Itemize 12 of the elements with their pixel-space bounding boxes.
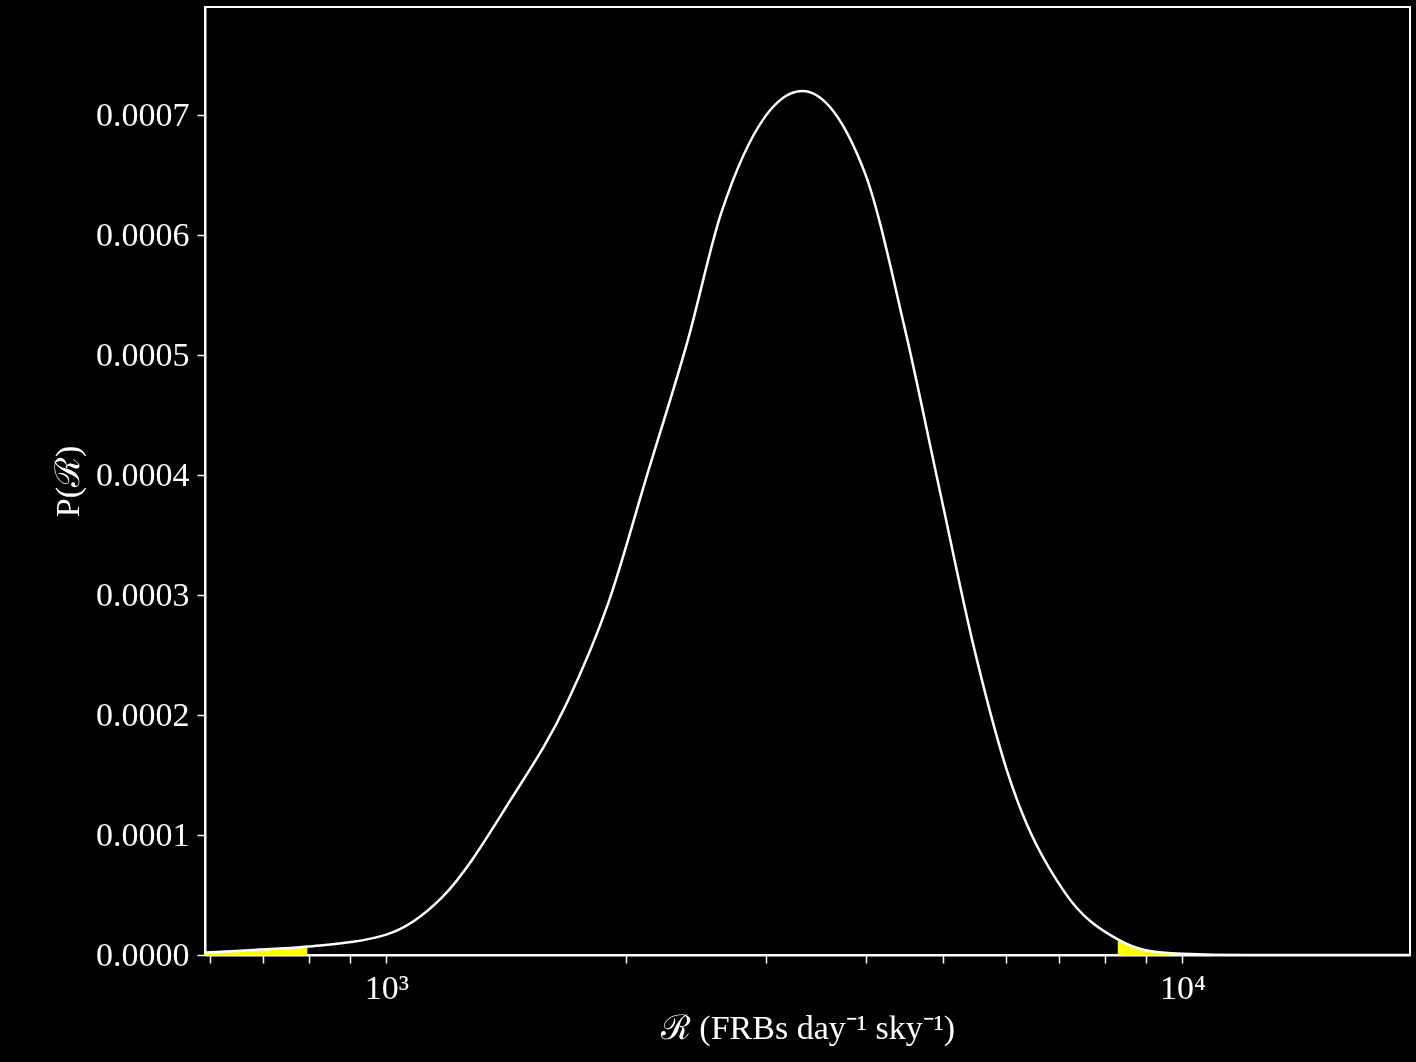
y-tick-label: 0.0002 (96, 695, 190, 733)
y-tick-label: 0.0001 (96, 815, 190, 853)
y-tick-label: 0.0004 (96, 455, 190, 493)
y-axis-title: P(ℛ) (49, 445, 87, 518)
y-tick-label: 0.0003 (96, 575, 190, 613)
y-tick-label: 0.0000 (96, 935, 190, 973)
x-axis-title: ℛ (FRBs day⁻¹ sky⁻¹) (659, 1008, 956, 1047)
y-tick-label: 0.0006 (96, 215, 190, 253)
x-tick-label: 10⁴ (1159, 968, 1206, 1006)
y-tick-label: 0.0007 (96, 95, 190, 133)
y-tick-label: 0.0005 (96, 335, 190, 373)
x-tick-label: 10³ (364, 968, 409, 1006)
